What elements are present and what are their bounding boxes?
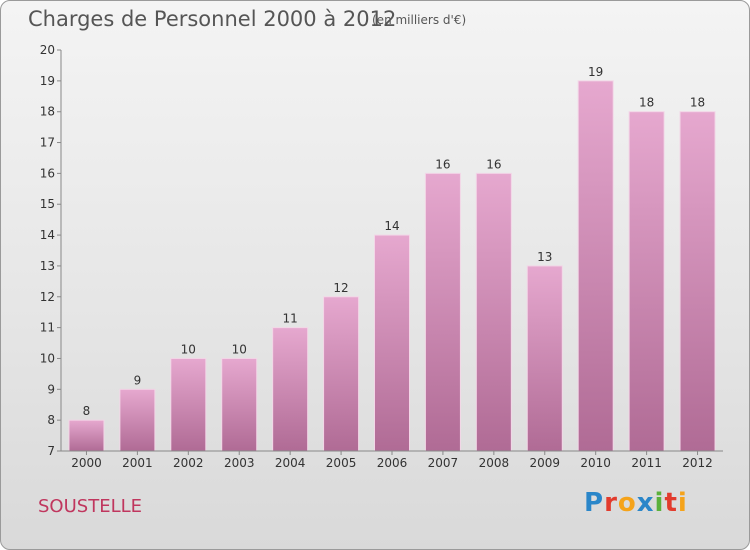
y-tick-label: 16 (40, 166, 55, 180)
bar-2002 (170, 357, 207, 452)
bar-2012 (679, 111, 716, 452)
bar-value-label: 14 (384, 219, 399, 233)
bar-2010 (577, 80, 614, 452)
y-tick-label: 18 (40, 105, 55, 119)
proxiti-logo[interactable]: Proxiti (584, 488, 688, 518)
bar-2008 (475, 172, 512, 452)
y-tick-label: 9 (47, 382, 55, 396)
x-tick-label: 2005 (326, 456, 357, 470)
bar-2006 (374, 234, 410, 452)
bar-value-label: 8 (83, 404, 91, 418)
bar-value-label: 11 (283, 312, 298, 326)
x-tick-label: 2000 (71, 456, 102, 470)
bar-value-label: 16 (435, 157, 450, 171)
x-tick-label: 2004 (275, 456, 306, 470)
bar-2004 (272, 327, 309, 452)
bar-value-label: 13 (537, 250, 552, 264)
bar-value-label: 18 (690, 96, 705, 110)
bar-2007 (424, 172, 461, 452)
y-tick-label: 14 (40, 228, 55, 242)
bar-value-label: 12 (333, 281, 348, 295)
chart-title: Charges de Personnel 2000 à 2012 (28, 7, 397, 31)
chart-subtitle: (en milliers d'€) (372, 13, 467, 27)
y-tick-label: 12 (40, 290, 55, 304)
x-tick-label: 2011 (631, 456, 662, 470)
x-tick-label: 2002 (173, 456, 204, 470)
x-tick-label: 2008 (479, 456, 510, 470)
x-tick-label: 2012 (682, 456, 713, 470)
bar-2000 (68, 419, 105, 452)
bar-2001 (119, 388, 156, 452)
x-tick-label: 2006 (377, 456, 408, 470)
bar-value-label: 18 (639, 96, 654, 110)
bar-2009 (526, 265, 563, 452)
x-tick-label: 2010 (580, 456, 611, 470)
bar-value-label: 10 (181, 342, 196, 356)
bar-2005 (323, 296, 360, 452)
y-tick-label: 15 (40, 197, 55, 211)
y-tick-label: 17 (40, 136, 55, 150)
y-tick-label: 10 (40, 351, 55, 365)
y-tick-label: 7 (47, 444, 55, 458)
x-tick-label: 2003 (224, 456, 255, 470)
town-name: SOUSTELLE (38, 496, 142, 517)
bar-value-label: 16 (486, 157, 501, 171)
y-tick-label: 19 (40, 74, 55, 88)
bar-value-label: 10 (232, 342, 247, 356)
x-tick-label: 2001 (122, 456, 153, 470)
bar-value-label: 19 (588, 65, 603, 79)
y-tick-label: 20 (40, 43, 55, 57)
bar-value-label: 9 (134, 373, 142, 387)
y-tick-label: 8 (47, 413, 55, 427)
bar-2011 (628, 111, 665, 452)
y-tick-label: 11 (40, 321, 55, 335)
x-tick-label: 2009 (529, 456, 560, 470)
y-tick-label: 13 (40, 259, 55, 273)
bar-2003 (221, 357, 258, 452)
x-tick-label: 2007 (428, 456, 459, 470)
